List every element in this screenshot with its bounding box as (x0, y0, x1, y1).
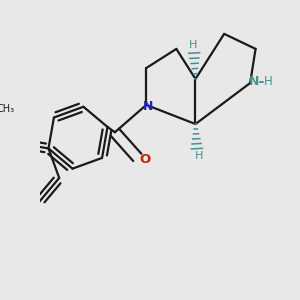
Text: N: N (249, 75, 260, 88)
Text: O: O (139, 153, 151, 166)
Text: H: H (264, 75, 273, 88)
Text: CH₃: CH₃ (0, 104, 14, 114)
Text: N: N (142, 100, 153, 112)
Text: H: H (189, 40, 197, 50)
Text: H: H (195, 151, 203, 161)
